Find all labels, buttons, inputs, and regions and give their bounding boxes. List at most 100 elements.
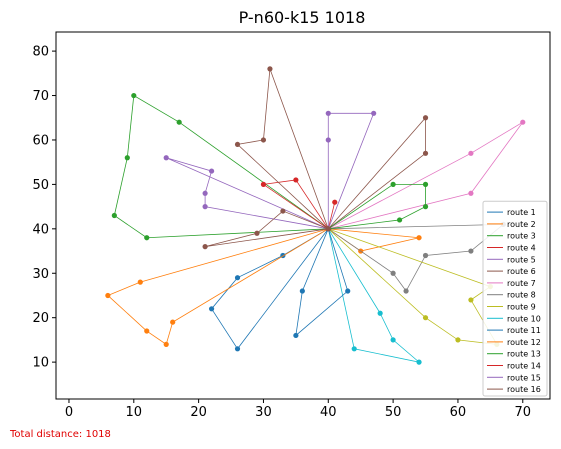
route-16 [202,66,331,250]
route-16-point [267,66,273,72]
route-12 [105,226,331,347]
legend-label: route 14 [507,362,541,371]
legend-label: route 12 [507,338,541,347]
route-13-point [390,181,396,187]
legend-label: route 5 [507,255,536,264]
legend-label: route 7 [507,279,536,288]
route-4-point [260,181,267,187]
route-6-point [422,150,429,156]
y-tick-label: 80 [32,45,49,60]
legend-label: route 13 [507,350,541,359]
route-13-point [422,204,429,210]
y-axis: 10 20 30 40 50 60 70 80 [32,45,56,371]
route-16-point [325,226,331,232]
route-3-point [144,235,150,241]
y-tick-label: 50 [32,178,49,193]
route-13-point [422,181,429,187]
route-6-point [422,115,429,121]
route-10-point [390,337,396,343]
route-13-point [397,217,403,223]
route-12-point [137,279,143,285]
route-12-point [163,341,169,347]
route-16-point [234,141,241,148]
route-12-point [170,319,176,325]
route-5-point [163,155,169,161]
route-8-point [403,288,409,294]
route-3-point [131,92,137,99]
route-5-line [166,157,329,230]
route-12-point [144,328,150,334]
legend-label: route 3 [507,232,536,241]
x-axis: 0 10 20 30 40 50 60 70 [65,399,531,420]
route-15-point [325,110,331,116]
legend-label: route 6 [507,267,536,276]
route-8-point [422,252,429,259]
legend-label: route 11 [507,326,541,335]
y-tick-label: 60 [32,133,49,148]
y-tick-label: 70 [32,89,49,104]
legend-label: route 10 [507,314,541,323]
route-10-point [351,346,357,352]
route-11-point [345,288,351,294]
x-tick-label: 70 [514,405,531,420]
x-tick-label: 60 [450,405,467,420]
legend-label: route 9 [507,303,536,312]
route-13-line [328,183,426,230]
x-tick-label: 30 [255,405,272,420]
route-5-point [208,168,215,174]
route-5-point [202,204,208,210]
route-9-point [455,337,461,343]
route-9-point [468,297,474,303]
legend: route 1 route 2 route 3 route 4 route 5 route… [482,200,548,397]
legend-label: route 4 [507,244,536,253]
route-10-line [327,228,421,363]
plot-frame [55,31,551,400]
legend-label: route 2 [507,220,536,229]
route-8-point [390,270,396,276]
route-8-point [468,248,474,254]
route-16-point [280,208,286,214]
y-tick-label: 40 [32,222,49,237]
y-tick-label: 30 [32,267,49,282]
route-3-point [176,119,182,125]
chart-title: P-n60-k15 1018 [239,8,366,27]
route-3-point [124,155,130,161]
routes-layer [105,66,526,365]
x-tick-label: 50 [385,405,402,420]
legend-label: route 1 [507,208,536,217]
route-11-point [293,332,299,339]
route-9-point [422,315,429,321]
route-7-point [520,119,526,125]
route-1-point [234,275,241,281]
route-4-point [293,177,299,183]
route-15-point [325,137,331,143]
total-distance-label: Total distance: 1018 [9,429,111,440]
route-5-point [202,190,208,196]
route-11-point [299,288,305,294]
route-2-point [416,235,422,241]
route-10-point [377,310,383,316]
x-tick-label: 40 [320,405,337,420]
route-1-point [208,306,215,312]
y-tick-label: 10 [32,356,49,371]
route-10-point [416,359,422,365]
y-tick-label: 20 [32,311,49,326]
route-7-point [468,190,474,196]
route-6-line [327,116,426,230]
x-tick-label: 10 [126,405,143,420]
route-16-point [202,244,208,250]
legend-label: route 8 [507,291,536,300]
route-15-point [371,110,377,116]
route-7-point [468,150,474,156]
route-4-line [262,179,329,230]
route-16-point [254,230,260,236]
route-16-point [260,137,267,143]
route-12-point [105,292,111,299]
route-14-point [332,199,338,205]
legend-box [482,200,548,397]
legend-label: route 15 [507,373,541,382]
legend-label: route 16 [507,385,541,394]
route-3-point [111,212,117,219]
